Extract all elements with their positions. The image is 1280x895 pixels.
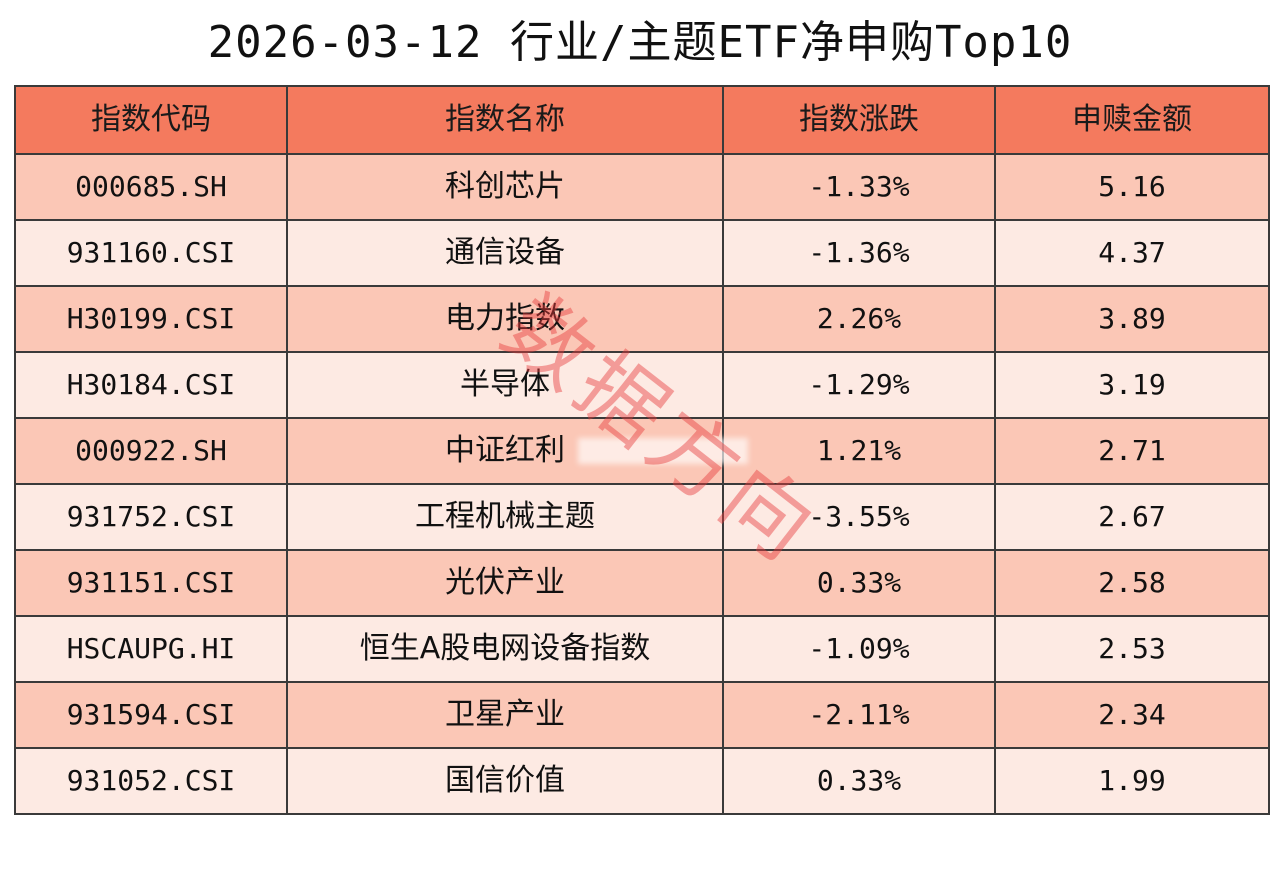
index-name-cell: 光伏产业 bbox=[286, 549, 724, 617]
index-name-cell: 电力指数 bbox=[286, 285, 724, 353]
index-code-cell: 931151.CSI bbox=[14, 549, 288, 617]
page-title: 2026-03-12 行业/主题ETF净申购Top10 bbox=[207, 17, 1073, 68]
table-row: 000685.SH 科创芯片 -1.33% 5.16 bbox=[14, 153, 1270, 221]
table-header-row: 指数代码 指数名称 指数涨跌 申赎金额 bbox=[14, 85, 1270, 155]
amount-cell: 3.89 bbox=[994, 285, 1270, 353]
index-code-cell: HSCAUPG.HI bbox=[14, 615, 288, 683]
index-code-cell: 931052.CSI bbox=[14, 747, 288, 815]
index-name-cell: 恒生A股电网设备指数 bbox=[286, 615, 724, 683]
index-code-cell: 931752.CSI bbox=[14, 483, 288, 551]
table-row: 931160.CSI 通信设备 -1.36% 4.37 bbox=[14, 219, 1270, 287]
index-name-cell: 科创芯片 bbox=[286, 153, 724, 221]
amount-cell: 3.19 bbox=[994, 351, 1270, 419]
amount-cell: 5.16 bbox=[994, 153, 1270, 221]
index-name-cell: 半导体 bbox=[286, 351, 724, 419]
table-row: 000922.SH 中证红利 1.21% 2.71 bbox=[14, 417, 1270, 485]
table-row: 931752.CSI 工程机械主题 -3.55% 2.67 bbox=[14, 483, 1270, 551]
index-change-cell: 1.21% bbox=[722, 417, 996, 485]
amount-cell: 2.34 bbox=[994, 681, 1270, 749]
header-amount: 申赎金额 bbox=[994, 85, 1270, 155]
index-name-cell: 卫星产业 bbox=[286, 681, 724, 749]
index-change-cell: -1.29% bbox=[722, 351, 996, 419]
table-row: 931052.CSI 国信价值 0.33% 1.99 bbox=[14, 747, 1270, 815]
amount-cell: 1.99 bbox=[994, 747, 1270, 815]
amount-cell: 4.37 bbox=[994, 219, 1270, 287]
table-row: H30199.CSI 电力指数 2.26% 3.89 bbox=[14, 285, 1270, 353]
index-change-cell: 0.33% bbox=[722, 747, 996, 815]
index-code-cell: 000685.SH bbox=[14, 153, 288, 221]
index-change-cell: -1.33% bbox=[722, 153, 996, 221]
table-row: 931594.CSI 卫星产业 -2.11% 2.34 bbox=[14, 681, 1270, 749]
index-code-cell: H30199.CSI bbox=[14, 285, 288, 353]
index-change-cell: -3.55% bbox=[722, 483, 996, 551]
table-row: 931151.CSI 光伏产业 0.33% 2.58 bbox=[14, 549, 1270, 617]
amount-cell: 2.53 bbox=[994, 615, 1270, 683]
index-code-cell: H30184.CSI bbox=[14, 351, 288, 419]
index-code-cell: 000922.SH bbox=[14, 417, 288, 485]
table-row: HSCAUPG.HI 恒生A股电网设备指数 -1.09% 2.53 bbox=[14, 615, 1270, 683]
table-row: H30184.CSI 半导体 -1.29% 3.19 bbox=[14, 351, 1270, 419]
index-code-cell: 931160.CSI bbox=[14, 219, 288, 287]
index-name-cell: 工程机械主题 bbox=[286, 483, 724, 551]
index-change-cell: -1.36% bbox=[722, 219, 996, 287]
amount-cell: 2.71 bbox=[994, 417, 1270, 485]
header-name: 指数名称 bbox=[286, 85, 724, 155]
index-name-cell: 通信设备 bbox=[286, 219, 724, 287]
index-code-cell: 931594.CSI bbox=[14, 681, 288, 749]
index-change-cell: 2.26% bbox=[722, 285, 996, 353]
index-name-cell: 中证红利 bbox=[286, 417, 724, 485]
header-code: 指数代码 bbox=[14, 85, 288, 155]
index-change-cell: -2.11% bbox=[722, 681, 996, 749]
amount-cell: 2.58 bbox=[994, 549, 1270, 617]
index-name-cell: 国信价值 bbox=[286, 747, 724, 815]
index-change-cell: -1.09% bbox=[722, 615, 996, 683]
etf-table: 指数代码 指数名称 指数涨跌 申赎金额 000685.SH 科创芯片 -1.33% 5… bbox=[14, 85, 1270, 815]
header-change: 指数涨跌 bbox=[722, 85, 996, 155]
index-change-cell: 0.33% bbox=[722, 549, 996, 617]
amount-cell: 2.67 bbox=[994, 483, 1270, 551]
